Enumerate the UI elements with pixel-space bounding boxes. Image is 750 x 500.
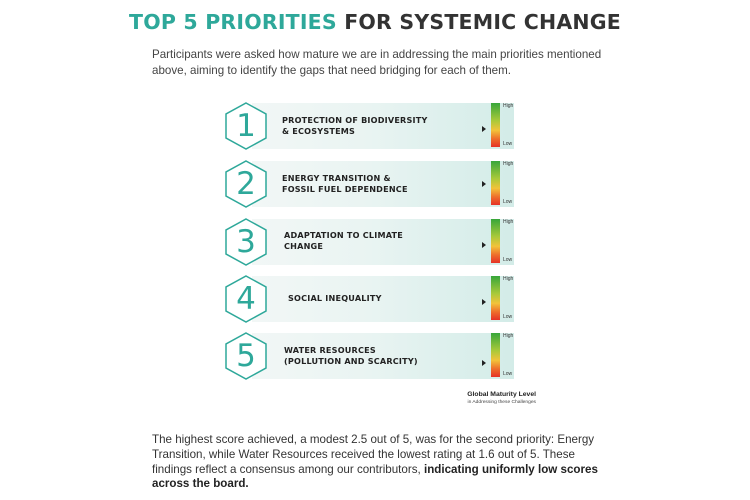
maturity-gradient-bar bbox=[491, 103, 500, 147]
maturity-legend: Global Maturity Level in Addressing thes… bbox=[396, 391, 536, 406]
priority-label-line2: FOSSIL FUEL DEPENDENCE bbox=[282, 184, 408, 194]
priority-row-3: 3 ADAPTATION TO CLIMATE CHANGE High Low bbox=[224, 217, 524, 267]
priority-label-line1: WATER RESOURCES bbox=[284, 345, 376, 355]
priority-number: 4 bbox=[236, 281, 256, 317]
low-label: Low bbox=[503, 141, 513, 147]
maturity-gradient-bar bbox=[491, 219, 500, 263]
low-label: Low bbox=[503, 314, 513, 320]
priority-label-line2: & ECOSYSTEMS bbox=[282, 126, 356, 136]
summary-bold-text: indicating uniformly low scores across t… bbox=[152, 462, 598, 491]
maturity-meter: High Low bbox=[482, 217, 529, 267]
priority-label: SOCIAL INEQUALITY bbox=[288, 293, 468, 304]
priority-row-4: 4 SOCIAL INEQUALITY High Low bbox=[224, 274, 524, 324]
high-label: High bbox=[503, 276, 514, 282]
hexagon-icon bbox=[224, 101, 270, 151]
low-label: Low bbox=[503, 199, 513, 205]
maturity-gradient-bar bbox=[491, 276, 500, 320]
priority-label-line2: CHANGE bbox=[284, 241, 324, 251]
maturity-marker-icon bbox=[482, 125, 486, 132]
priority-number: 1 bbox=[236, 108, 256, 144]
row-background bbox=[252, 333, 514, 379]
priority-row-2: 2 ENERGY TRANSITION & FOSSIL FUEL DEPEND… bbox=[224, 159, 524, 209]
maturity-meter: High Low bbox=[482, 331, 529, 381]
priority-label: WATER RESOURCES (POLLUTION AND SCARCITY) bbox=[284, 345, 464, 367]
maturity-meter: High Low bbox=[482, 274, 529, 324]
priority-row-5: 5 WATER RESOURCES (POLLUTION AND SCARCIT… bbox=[224, 331, 524, 381]
hexagon-icon bbox=[224, 159, 270, 209]
low-label: Low bbox=[503, 257, 513, 263]
maturity-marker-icon bbox=[482, 359, 486, 366]
row-background bbox=[252, 276, 514, 322]
page-title: TOP 5 PRIORITIES FOR SYSTEMIC CHANGE bbox=[0, 10, 750, 34]
row-background bbox=[252, 161, 514, 207]
priority-label: ADAPTATION TO CLIMATE CHANGE bbox=[284, 230, 464, 252]
high-label: High bbox=[503, 219, 514, 225]
priority-row-1: 1 PROTECTION OF BIODIVERSITY & ECOSYSTEM… bbox=[224, 101, 524, 151]
title-rest: FOR SYSTEMIC CHANGE bbox=[344, 10, 621, 34]
maturity-marker-icon bbox=[482, 298, 486, 305]
priority-label-line1: PROTECTION OF BIODIVERSITY bbox=[282, 115, 428, 125]
hexagon-icon bbox=[224, 274, 270, 324]
high-label: High bbox=[503, 333, 514, 339]
maturity-gradient-bar bbox=[491, 333, 500, 377]
legend-title: Global Maturity Level bbox=[467, 391, 536, 398]
hexagon-icon bbox=[224, 331, 270, 381]
intro-paragraph: Participants were asked how mature we ar… bbox=[152, 48, 602, 77]
priority-label-line2: (POLLUTION AND SCARCITY) bbox=[284, 356, 418, 366]
maturity-gradient-bar bbox=[491, 161, 500, 205]
priority-label: PROTECTION OF BIODIVERSITY & ECOSYSTEMS bbox=[282, 115, 462, 137]
legend-subtitle: in Addressing these Challenges bbox=[467, 400, 536, 405]
priority-label-line1: ENERGY TRANSITION & bbox=[282, 173, 391, 183]
priority-number: 2 bbox=[236, 166, 256, 202]
summary-text: The highest score achieved, a modest 2.5… bbox=[152, 433, 595, 476]
high-label: High bbox=[503, 161, 514, 167]
title-accent: TOP 5 PRIORITIES bbox=[129, 10, 337, 34]
priority-label-line1: SOCIAL INEQUALITY bbox=[288, 293, 382, 303]
priority-number: 5 bbox=[236, 338, 256, 374]
maturity-marker-icon bbox=[482, 241, 486, 248]
row-background bbox=[252, 219, 514, 265]
priority-label: ENERGY TRANSITION & FOSSIL FUEL DEPENDEN… bbox=[282, 173, 462, 195]
maturity-meter: High Low bbox=[482, 159, 529, 209]
hexagon-icon bbox=[224, 217, 270, 267]
maturity-meter: High Low bbox=[482, 101, 529, 151]
priority-label-line1: ADAPTATION TO CLIMATE bbox=[284, 230, 403, 240]
row-background bbox=[252, 103, 514, 149]
summary-paragraph: The highest score achieved, a modest 2.5… bbox=[152, 433, 604, 492]
priority-number: 3 bbox=[236, 224, 256, 260]
maturity-marker-icon bbox=[482, 180, 486, 187]
low-label: Low bbox=[503, 371, 513, 377]
high-label: High bbox=[503, 103, 514, 109]
